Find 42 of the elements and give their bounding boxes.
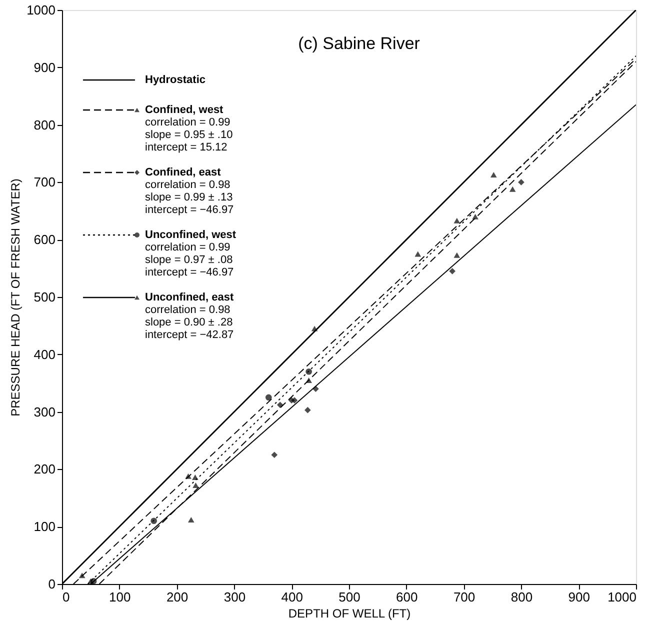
- annotation: intercept = −46.97: [145, 266, 234, 278]
- y-tick-label: 100: [34, 519, 56, 534]
- annotation: correlation = 0.99: [145, 242, 230, 254]
- y-tick-label: 1000: [26, 2, 56, 18]
- y-tick-label: 800: [34, 117, 56, 132]
- y-tick-label: 400: [34, 346, 56, 362]
- y-tick-label: 700: [34, 174, 56, 190]
- legend-label: Unconfined, east: [145, 292, 234, 304]
- x-tick-label: 300: [224, 590, 246, 604]
- x-tick-label: 100: [109, 590, 131, 604]
- annotation: correlation = 0.99: [145, 116, 230, 128]
- x-tick-label: 700: [453, 590, 476, 604]
- y-tick-label: 500: [34, 290, 56, 304]
- annotation: intercept = 15.12: [145, 142, 228, 154]
- legend-label: Confined, east: [145, 166, 222, 178]
- annotation: intercept = −46.97: [145, 204, 234, 216]
- annotation: intercept = −42.87: [145, 329, 234, 341]
- annotation: slope = 0.95 ± .10: [145, 129, 233, 141]
- y-axis-title: PRESSURE HEAD (FT OF FRESH WATER): [8, 178, 23, 416]
- x-tick-label: 400: [281, 590, 303, 604]
- y-tick-label: 300: [34, 404, 56, 420]
- annotation: slope = 0.99 ± .13: [145, 192, 233, 204]
- legend-label: Unconfined, west: [145, 229, 236, 241]
- y-tick-label: 600: [34, 232, 56, 248]
- x-tick-label: 0: [62, 590, 70, 604]
- x-tick-label: 900: [568, 590, 590, 604]
- legend-label: Confined, west: [145, 104, 224, 116]
- y-tick-label: 200: [34, 462, 56, 477]
- annotation: slope = 0.90 ± .28: [145, 316, 233, 328]
- y-tick-label: 900: [34, 60, 56, 75]
- annotation: slope = 0.97 ± .08: [145, 254, 233, 266]
- x-tick-label: 800: [510, 590, 533, 604]
- x-tick-label: 200: [166, 590, 188, 604]
- y-tick-label: 0: [48, 576, 56, 592]
- annotation: correlation = 0.98: [145, 304, 230, 316]
- x-tick-label: 600: [396, 590, 418, 604]
- x-tick-label: 1000: [608, 590, 636, 604]
- x-tick-label: 500: [338, 590, 360, 604]
- annotation: correlation = 0.98: [145, 179, 230, 191]
- text: (c) Sabine River: [298, 34, 420, 53]
- x-axis-title: DEPTH OF WELL (FT): [288, 606, 411, 620]
- legend-label: Hydrostatic: [145, 74, 206, 86]
